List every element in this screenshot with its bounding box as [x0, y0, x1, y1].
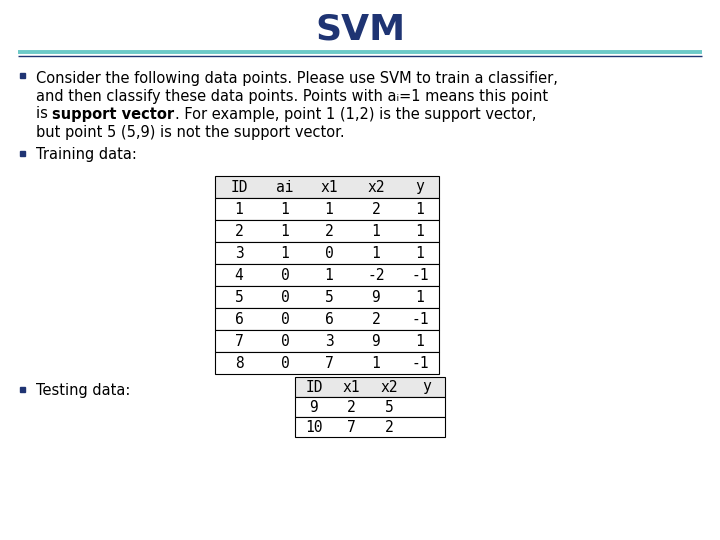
Text: -2: -2: [367, 267, 384, 282]
Text: 1: 1: [372, 355, 380, 370]
Text: 2: 2: [372, 312, 380, 327]
Text: -1: -1: [411, 267, 428, 282]
Text: 3: 3: [325, 334, 333, 348]
Text: 5: 5: [384, 400, 393, 415]
Text: 1: 1: [235, 201, 243, 217]
Text: 5: 5: [235, 289, 243, 305]
Text: 1: 1: [415, 289, 424, 305]
Bar: [215, 220, 439, 242]
Text: 0: 0: [281, 289, 289, 305]
Bar: [20, 387, 25, 392]
Bar: [215, 308, 439, 330]
Text: 1: 1: [372, 224, 380, 239]
Text: 5: 5: [325, 289, 333, 305]
Bar: [295, 377, 445, 397]
Text: 9: 9: [310, 400, 318, 415]
Text: 6: 6: [325, 312, 333, 327]
Text: -1: -1: [411, 312, 428, 327]
Text: 7: 7: [325, 355, 333, 370]
Text: 1: 1: [325, 201, 333, 217]
Text: 1: 1: [281, 246, 289, 260]
Text: x1: x1: [320, 179, 338, 194]
Text: 10: 10: [305, 420, 323, 435]
Text: . For example, point 1 (1,2) is the support vector,: . For example, point 1 (1,2) is the supp…: [175, 106, 536, 122]
Bar: [20, 73, 25, 78]
Bar: [295, 397, 445, 417]
Bar: [215, 330, 439, 352]
Text: y: y: [423, 380, 431, 395]
Text: -1: -1: [411, 355, 428, 370]
Text: x1: x1: [342, 380, 360, 395]
Text: 9: 9: [372, 334, 380, 348]
Text: 2: 2: [346, 400, 356, 415]
Text: 1: 1: [415, 224, 424, 239]
Text: 3: 3: [235, 246, 243, 260]
Text: 7: 7: [346, 420, 356, 435]
Text: Testing data:: Testing data:: [36, 382, 130, 397]
Bar: [215, 198, 439, 220]
Text: support vector: support vector: [53, 106, 175, 122]
Text: 1: 1: [325, 267, 333, 282]
Text: 1: 1: [281, 201, 289, 217]
Text: 8: 8: [235, 355, 243, 370]
Text: but point 5 (5,9) is not the support vector.: but point 5 (5,9) is not the support vec…: [36, 125, 345, 139]
Text: 1: 1: [372, 246, 380, 260]
Bar: [215, 286, 439, 308]
Text: Consider the following data points. Please use SVM to train a classifier,: Consider the following data points. Plea…: [36, 71, 558, 85]
Text: and then classify these data points. Points with aᵢ=1 means this point: and then classify these data points. Poi…: [36, 89, 548, 104]
Bar: [20, 151, 25, 156]
Text: 2: 2: [235, 224, 243, 239]
Text: is: is: [36, 106, 53, 122]
Text: Training data:: Training data:: [36, 146, 137, 161]
Bar: [215, 242, 439, 264]
Text: SVM: SVM: [315, 13, 405, 47]
Text: 1: 1: [415, 334, 424, 348]
Text: 0: 0: [281, 355, 289, 370]
Text: ID: ID: [305, 380, 323, 395]
Text: 2: 2: [325, 224, 333, 239]
Bar: [215, 176, 439, 198]
Text: 6: 6: [235, 312, 243, 327]
Text: 1: 1: [415, 201, 424, 217]
Text: 0: 0: [281, 312, 289, 327]
Bar: [295, 417, 445, 437]
Text: 2: 2: [384, 420, 393, 435]
Text: 0: 0: [281, 267, 289, 282]
Text: 4: 4: [235, 267, 243, 282]
Text: y: y: [415, 179, 424, 194]
Bar: [215, 352, 439, 374]
Bar: [215, 264, 439, 286]
Text: x2: x2: [380, 380, 397, 395]
Text: x2: x2: [367, 179, 384, 194]
Text: ai: ai: [276, 179, 294, 194]
Text: 0: 0: [281, 334, 289, 348]
Text: 1: 1: [415, 246, 424, 260]
Text: 1: 1: [281, 224, 289, 239]
Text: 2: 2: [372, 201, 380, 217]
Text: ID: ID: [230, 179, 248, 194]
Text: 0: 0: [325, 246, 333, 260]
Text: 7: 7: [235, 334, 243, 348]
Text: 9: 9: [372, 289, 380, 305]
